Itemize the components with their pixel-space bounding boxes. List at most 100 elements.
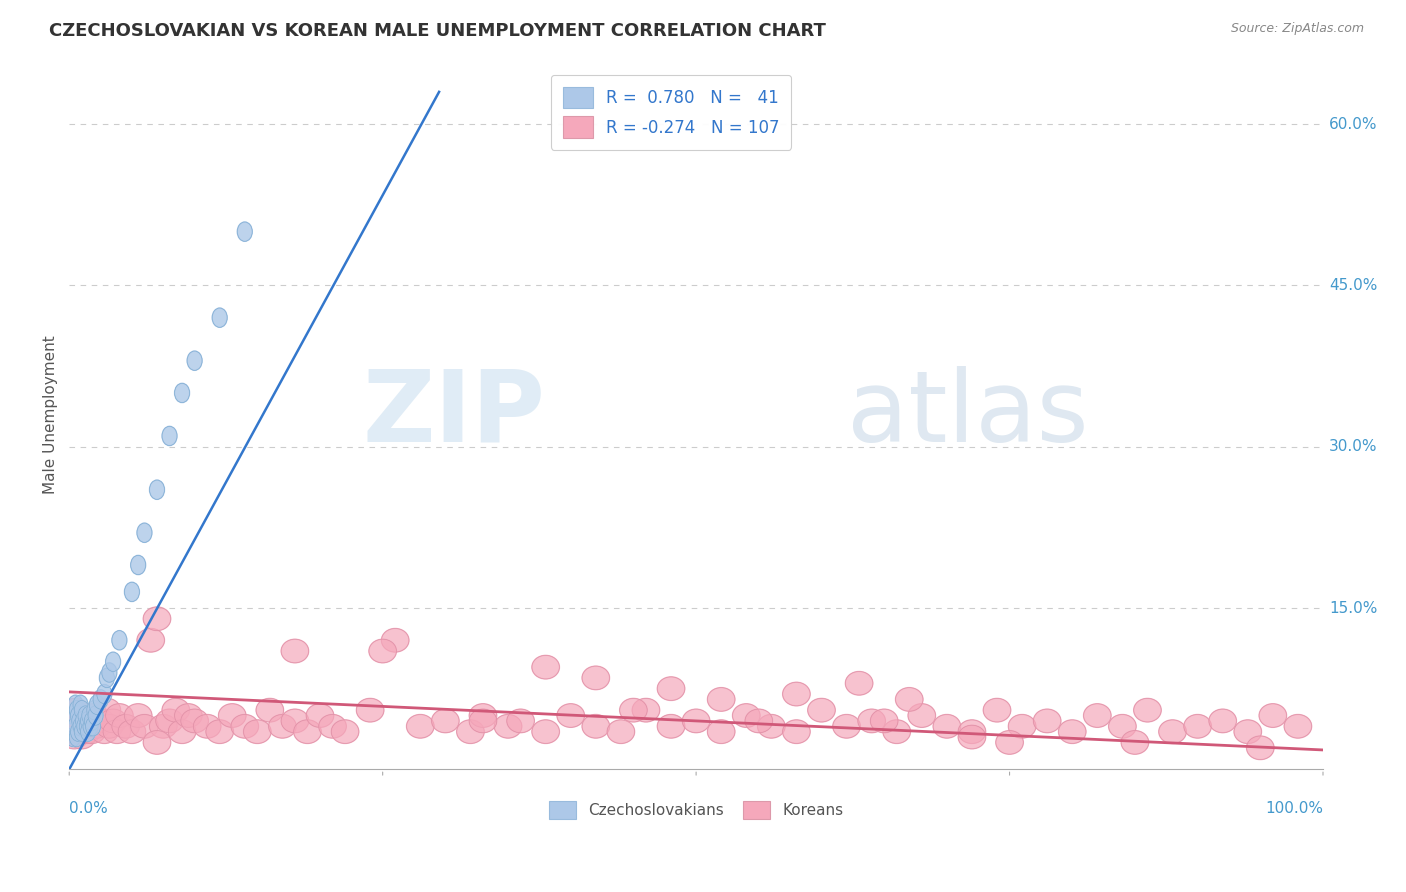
Ellipse shape: [62, 720, 90, 744]
Ellipse shape: [1234, 720, 1261, 744]
Ellipse shape: [607, 720, 634, 744]
Ellipse shape: [707, 720, 735, 744]
Ellipse shape: [69, 700, 84, 720]
Ellipse shape: [934, 714, 960, 738]
Ellipse shape: [67, 716, 83, 736]
Ellipse shape: [70, 706, 86, 725]
Ellipse shape: [87, 709, 114, 732]
Ellipse shape: [62, 698, 90, 722]
Ellipse shape: [633, 698, 659, 722]
Ellipse shape: [101, 663, 117, 682]
Ellipse shape: [1059, 720, 1085, 744]
Ellipse shape: [156, 709, 183, 732]
Text: 30.0%: 30.0%: [1329, 439, 1378, 454]
Ellipse shape: [143, 731, 170, 755]
Ellipse shape: [59, 709, 87, 732]
Ellipse shape: [1159, 720, 1187, 744]
Text: 0.0%: 0.0%: [69, 801, 108, 816]
Ellipse shape: [75, 700, 90, 720]
Ellipse shape: [506, 709, 534, 732]
Ellipse shape: [205, 720, 233, 744]
Ellipse shape: [174, 704, 202, 727]
Ellipse shape: [1108, 714, 1136, 738]
Ellipse shape: [1284, 714, 1312, 738]
Text: 100.0%: 100.0%: [1265, 801, 1323, 816]
Ellipse shape: [319, 714, 346, 738]
Ellipse shape: [243, 720, 271, 744]
Ellipse shape: [582, 666, 610, 690]
Ellipse shape: [995, 731, 1024, 755]
Ellipse shape: [307, 704, 333, 727]
Ellipse shape: [82, 706, 97, 725]
Ellipse shape: [124, 582, 139, 601]
Ellipse shape: [470, 709, 496, 732]
Ellipse shape: [149, 714, 177, 738]
Ellipse shape: [136, 629, 165, 652]
Ellipse shape: [733, 704, 761, 727]
Ellipse shape: [162, 426, 177, 446]
Ellipse shape: [83, 716, 98, 736]
Ellipse shape: [858, 709, 886, 732]
Ellipse shape: [1033, 709, 1062, 732]
Ellipse shape: [783, 682, 810, 706]
Ellipse shape: [657, 714, 685, 738]
Ellipse shape: [70, 709, 98, 732]
Ellipse shape: [181, 709, 208, 732]
Ellipse shape: [69, 727, 84, 747]
Ellipse shape: [131, 556, 146, 574]
Ellipse shape: [63, 714, 90, 738]
Ellipse shape: [66, 727, 80, 747]
Text: 60.0%: 60.0%: [1329, 117, 1378, 132]
Ellipse shape: [1184, 714, 1212, 738]
Ellipse shape: [169, 720, 195, 744]
Text: 45.0%: 45.0%: [1329, 278, 1378, 293]
Ellipse shape: [381, 629, 409, 652]
Ellipse shape: [66, 706, 82, 725]
Ellipse shape: [883, 720, 911, 744]
Ellipse shape: [557, 704, 585, 727]
Ellipse shape: [657, 677, 685, 700]
Ellipse shape: [77, 716, 91, 736]
Ellipse shape: [212, 308, 228, 327]
Ellipse shape: [783, 720, 810, 744]
Ellipse shape: [103, 720, 131, 744]
Ellipse shape: [93, 690, 108, 709]
Ellipse shape: [174, 384, 190, 402]
Ellipse shape: [73, 716, 89, 736]
Ellipse shape: [66, 704, 94, 727]
Ellipse shape: [1258, 704, 1286, 727]
Ellipse shape: [269, 714, 297, 738]
Ellipse shape: [136, 523, 152, 542]
Ellipse shape: [112, 631, 127, 650]
Ellipse shape: [112, 714, 139, 738]
Ellipse shape: [77, 706, 93, 725]
Ellipse shape: [93, 698, 121, 722]
Ellipse shape: [1084, 704, 1111, 727]
Ellipse shape: [368, 640, 396, 663]
Ellipse shape: [80, 704, 108, 727]
Ellipse shape: [105, 704, 134, 727]
Ellipse shape: [531, 656, 560, 679]
Ellipse shape: [620, 698, 647, 722]
Text: atlas: atlas: [846, 366, 1088, 463]
Ellipse shape: [118, 720, 146, 744]
Ellipse shape: [294, 720, 321, 744]
Text: CZECHOSLOVAKIAN VS KOREAN MALE UNEMPLOYMENT CORRELATION CHART: CZECHOSLOVAKIAN VS KOREAN MALE UNEMPLOYM…: [49, 22, 827, 40]
Ellipse shape: [957, 725, 986, 749]
Ellipse shape: [218, 704, 246, 727]
Ellipse shape: [187, 351, 202, 370]
Ellipse shape: [70, 722, 86, 741]
Ellipse shape: [72, 711, 87, 731]
Ellipse shape: [332, 720, 359, 744]
Ellipse shape: [281, 640, 309, 663]
Ellipse shape: [65, 709, 91, 732]
Ellipse shape: [66, 720, 93, 744]
Ellipse shape: [1247, 736, 1274, 760]
Y-axis label: Male Unemployment: Male Unemployment: [44, 335, 58, 494]
Text: Source: ZipAtlas.com: Source: ZipAtlas.com: [1230, 22, 1364, 36]
Ellipse shape: [807, 698, 835, 722]
Ellipse shape: [470, 704, 496, 727]
Ellipse shape: [77, 709, 104, 732]
Ellipse shape: [281, 709, 309, 732]
Ellipse shape: [896, 688, 924, 711]
